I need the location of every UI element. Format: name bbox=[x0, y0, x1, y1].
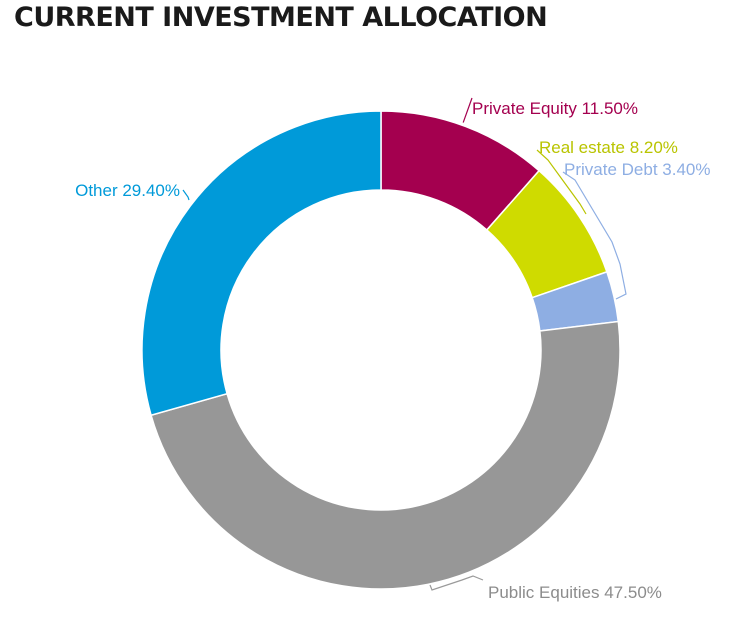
slice-public-equities bbox=[150, 320, 621, 590]
leader-line-public-equities bbox=[429, 575, 484, 591]
label-public-equities: Public Equities 47.50% bbox=[488, 583, 662, 602]
label-private-debt: Private Debt 3.40% bbox=[564, 160, 710, 179]
chart-title: CURRENT INVESTMENT ALLOCATION bbox=[14, 2, 548, 33]
leader-line-other bbox=[182, 189, 190, 201]
slice-other bbox=[141, 110, 382, 417]
leader-line-private-debt bbox=[562, 171, 627, 300]
leader-line-real-estate bbox=[536, 149, 587, 215]
label-private-equity: Private Equity 11.50% bbox=[472, 99, 638, 118]
label-real-estate: Real estate 8.20% bbox=[539, 138, 678, 157]
leader-line-private-equity bbox=[462, 97, 473, 123]
label-other: Other 29.40% bbox=[75, 181, 180, 200]
